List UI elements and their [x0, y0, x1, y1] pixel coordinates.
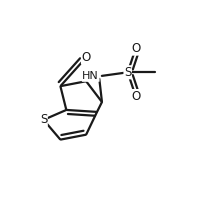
Text: S: S — [40, 113, 47, 126]
Text: HN: HN — [82, 71, 99, 81]
Text: O: O — [131, 42, 140, 55]
Text: S: S — [124, 66, 131, 79]
Text: O: O — [82, 51, 91, 64]
Text: O: O — [131, 90, 140, 103]
